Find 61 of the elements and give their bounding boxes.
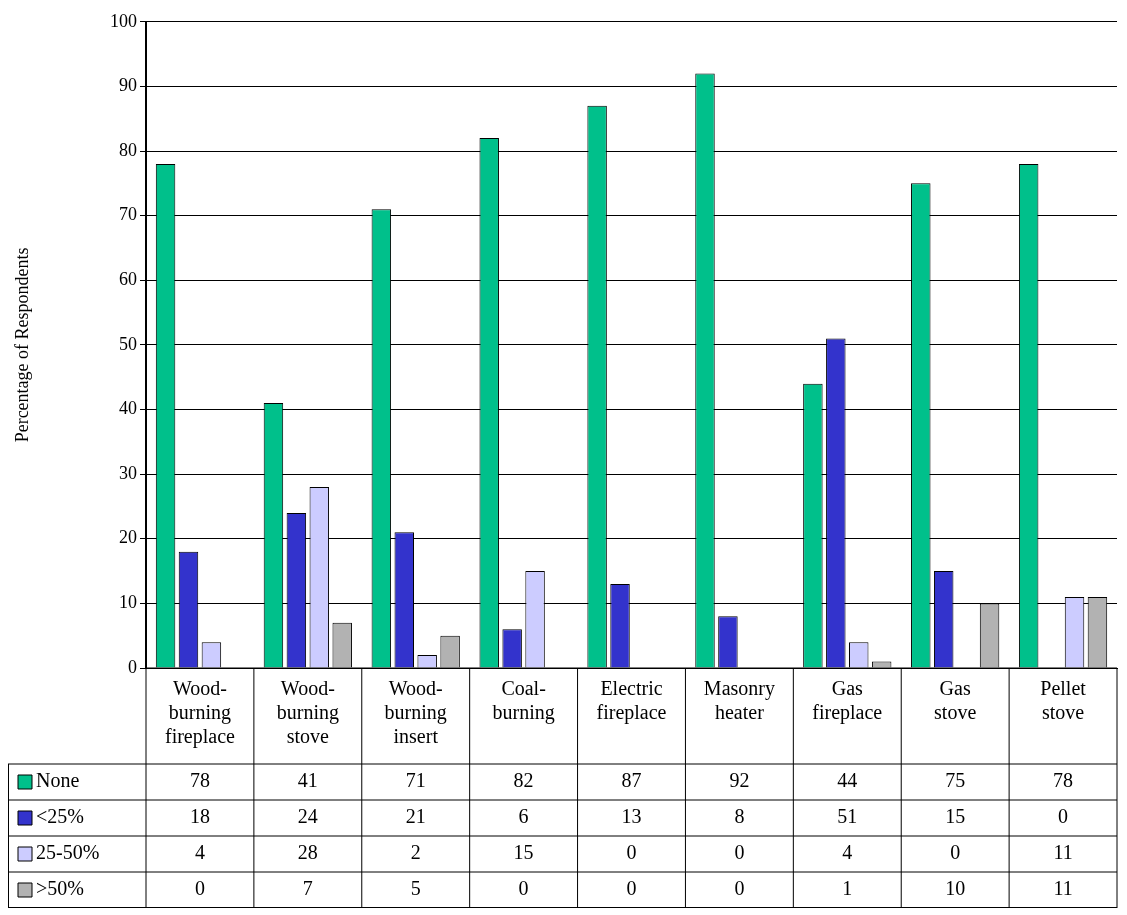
y-tick-label: 100 xyxy=(110,10,137,31)
data-label: 7 xyxy=(302,877,313,900)
data-label: 0 xyxy=(518,877,529,900)
y-tick-label: 10 xyxy=(119,592,137,613)
data-label: 87 xyxy=(621,769,642,792)
x-tick-label: Gas fireplace xyxy=(812,677,883,725)
data-label: 44 xyxy=(837,769,858,792)
data-label: 6 xyxy=(518,805,529,828)
x-tick-label: Wood-burning fireplace xyxy=(164,677,236,749)
y-tick-label: 0 xyxy=(128,656,137,677)
data-label: 0 xyxy=(950,841,961,864)
y-tick-label: 50 xyxy=(119,333,137,354)
data-label: 0 xyxy=(734,877,745,900)
data-label: 51 xyxy=(837,805,858,828)
data-label: 13 xyxy=(621,805,642,828)
y-tick-label: 40 xyxy=(119,398,137,419)
y-tick-label: 90 xyxy=(119,75,137,96)
y-tick-label: 70 xyxy=(119,204,137,225)
x-tick-label: Wood-burning stove xyxy=(276,677,339,748)
y-tick-label: 20 xyxy=(119,527,137,548)
data-label: 92 xyxy=(729,769,750,792)
data-label: 2 xyxy=(410,841,421,864)
data-label: 1 xyxy=(842,877,853,900)
data-label: 8 xyxy=(734,805,745,828)
data-label: 0 xyxy=(626,877,637,900)
x-tick-label: Coal-burning xyxy=(492,677,555,725)
data-label: 5 xyxy=(410,877,421,900)
x-tick-label: Pellet stove xyxy=(1040,677,1087,724)
data-label: 75 xyxy=(945,769,966,792)
data-label: 0 xyxy=(1058,805,1069,828)
data-label: 0 xyxy=(734,841,745,864)
x-tick-label: Masonry heater xyxy=(703,677,775,724)
legend-label: None xyxy=(36,769,80,792)
data-label: 4 xyxy=(842,841,853,864)
y-tick-label: 60 xyxy=(119,269,137,290)
legend-label: 25-50% xyxy=(36,841,100,864)
data-label: 21 xyxy=(405,805,426,828)
y-tick-label: 80 xyxy=(119,139,137,160)
data-label: 82 xyxy=(513,769,534,792)
legend-label: >50% xyxy=(36,877,84,900)
data-label: 0 xyxy=(626,841,637,864)
data-label: 18 xyxy=(189,805,210,828)
data-label: 24 xyxy=(297,805,318,828)
data-label: 28 xyxy=(297,841,318,864)
y-axis-title: Percentage of Respondents xyxy=(11,247,32,443)
data-label: 15 xyxy=(513,841,534,864)
data-label: 41 xyxy=(297,769,318,792)
data-label: 78 xyxy=(1053,769,1074,792)
y-tick-label: 30 xyxy=(119,462,137,483)
data-label: 10 xyxy=(945,877,966,900)
data-label: 4 xyxy=(194,841,205,864)
x-tick-label: Wood-burning insert xyxy=(384,677,447,748)
data-label: 11 xyxy=(1053,841,1073,864)
legend-label: <25% xyxy=(36,805,84,828)
data-label: 0 xyxy=(194,877,205,900)
data-label: 71 xyxy=(405,769,426,792)
x-tick-label: Electric fireplace xyxy=(596,677,667,725)
data-label: 11 xyxy=(1053,877,1073,900)
data-label: 15 xyxy=(945,805,966,828)
x-tick-label: Gas stove xyxy=(934,677,977,724)
data-label: 78 xyxy=(189,769,210,792)
